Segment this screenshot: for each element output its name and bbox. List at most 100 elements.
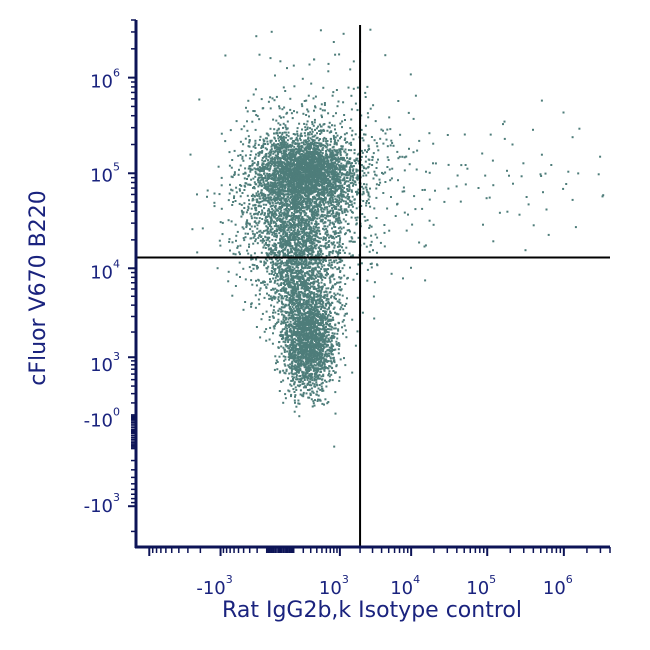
- scatter-point: [283, 154, 286, 157]
- scatter-point: [253, 110, 256, 113]
- scatter-point: [329, 171, 332, 174]
- scatter-point: [247, 99, 250, 102]
- scatter-point: [323, 171, 326, 174]
- scatter-point: [301, 128, 303, 131]
- scatter-point: [327, 173, 330, 176]
- scatter-point: [315, 231, 318, 234]
- scatter-point: [279, 240, 282, 243]
- scatter-point: [372, 104, 375, 107]
- scatter-point: [270, 253, 273, 256]
- scatter-point: [336, 179, 339, 182]
- scatter-point: [313, 144, 315, 147]
- scatter-point: [317, 282, 320, 285]
- scatter-point: [330, 261, 333, 264]
- scatter-point: [325, 269, 328, 272]
- scatter-point: [319, 133, 322, 135]
- scatter-point: [326, 157, 329, 159]
- scatter-point: [317, 181, 320, 184]
- scatter-point: [317, 148, 320, 151]
- scatter-point: [349, 230, 351, 233]
- scatter-point: [300, 248, 303, 251]
- scatter-point: [259, 336, 262, 339]
- scatter-point: [341, 189, 344, 192]
- scatter-point: [283, 227, 286, 230]
- scatter-point: [283, 142, 286, 145]
- scatter-point: [363, 167, 365, 170]
- scatter-point: [233, 174, 236, 176]
- scatter-point: [256, 115, 259, 118]
- scatter-point: [255, 153, 257, 156]
- scatter-point: [304, 143, 307, 146]
- scatter-point: [309, 186, 312, 189]
- scatter-point: [297, 156, 300, 159]
- scatter-point: [281, 275, 284, 278]
- scatter-point: [305, 114, 308, 116]
- scatter-point: [250, 215, 253, 218]
- scatter-point: [331, 175, 334, 178]
- scatter-point: [330, 130, 333, 133]
- scatter-point: [254, 128, 257, 131]
- scatter-point: [275, 132, 278, 135]
- scatter-point: [235, 120, 238, 123]
- scatter-point: [273, 225, 276, 228]
- scatter-point: [330, 154, 333, 157]
- scatter-point: [350, 134, 353, 137]
- scatter-point: [348, 184, 351, 187]
- scatter-point: [303, 100, 306, 102]
- scatter-point: [287, 336, 289, 339]
- scatter-point: [407, 111, 410, 114]
- scatter-point: [326, 140, 329, 142]
- scatter-point: [293, 233, 295, 236]
- scatter-point: [315, 204, 318, 207]
- scatter-point: [324, 277, 327, 279]
- scatter-point: [327, 160, 330, 163]
- scatter-point: [307, 222, 310, 224]
- scatter-point: [337, 253, 340, 256]
- scatter-point: [328, 223, 331, 226]
- scatter-point: [258, 182, 261, 185]
- scatter-point: [264, 155, 267, 158]
- scatter-point: [263, 182, 266, 185]
- scatter-point: [262, 246, 265, 249]
- scatter-point: [263, 155, 266, 158]
- scatter-point: [246, 129, 249, 132]
- scatter-point: [219, 221, 222, 224]
- scatter-point: [268, 184, 271, 187]
- scatter-point: [325, 385, 328, 388]
- scatter-point: [344, 196, 347, 199]
- scatter-point: [278, 187, 281, 190]
- scatter-point: [307, 171, 310, 174]
- scatter-point: [343, 139, 346, 141]
- scatter-point: [335, 165, 337, 168]
- scatter-point: [342, 164, 345, 167]
- scatter-point: [264, 143, 267, 145]
- scatter-point: [235, 239, 237, 242]
- scatter-point: [313, 209, 316, 212]
- scatter-point: [260, 145, 263, 148]
- scatter-point: [305, 235, 308, 238]
- scatter-point: [269, 166, 272, 169]
- scatter-point: [348, 196, 351, 199]
- scatter-point: [285, 146, 288, 149]
- scatter-point: [350, 94, 353, 97]
- scatter-point: [312, 308, 314, 311]
- scatter-point: [356, 178, 359, 181]
- scatter-point: [392, 144, 395, 147]
- scatter-point: [266, 148, 268, 151]
- scatter-point: [281, 131, 284, 134]
- scatter-point: [312, 247, 315, 250]
- scatter-point: [284, 254, 287, 257]
- scatter-point: [332, 157, 335, 160]
- scatter-point: [253, 186, 256, 188]
- scatter-point: [322, 199, 325, 202]
- scatter-point: [265, 267, 268, 270]
- scatter-point: [298, 269, 301, 272]
- scatter-point: [321, 152, 324, 155]
- scatter-point: [360, 155, 363, 158]
- scatter-point: [248, 165, 251, 168]
- scatter-point: [242, 237, 245, 240]
- scatter-point: [321, 252, 324, 255]
- scatter-point: [286, 263, 289, 266]
- scatter-point: [334, 128, 336, 131]
- scatter-point: [272, 150, 275, 153]
